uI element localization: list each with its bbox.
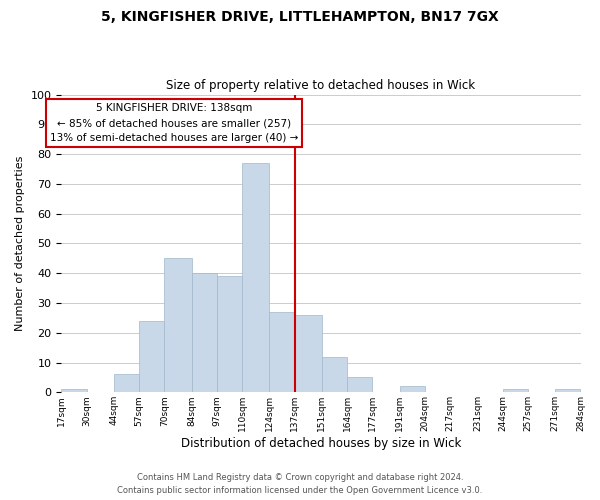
Bar	[191, 273, 217, 392]
Bar	[164, 258, 191, 392]
Bar	[114, 374, 139, 392]
Text: 5 KINGFISHER DRIVE: 138sqm
← 85% of detached houses are smaller (257)
13% of sem: 5 KINGFISHER DRIVE: 138sqm ← 85% of deta…	[50, 104, 298, 143]
X-axis label: Distribution of detached houses by size in Wick: Distribution of detached houses by size …	[181, 437, 461, 450]
Bar	[347, 378, 373, 392]
Bar	[503, 390, 528, 392]
Bar	[242, 163, 269, 392]
Text: Contains HM Land Registry data © Crown copyright and database right 2024.
Contai: Contains HM Land Registry data © Crown c…	[118, 474, 482, 495]
Bar	[555, 390, 580, 392]
Bar	[139, 321, 164, 392]
Bar	[322, 356, 347, 392]
Bar	[61, 390, 86, 392]
Title: Size of property relative to detached houses in Wick: Size of property relative to detached ho…	[166, 79, 475, 92]
Text: 5, KINGFISHER DRIVE, LITTLEHAMPTON, BN17 7GX: 5, KINGFISHER DRIVE, LITTLEHAMPTON, BN17…	[101, 10, 499, 24]
Bar	[400, 386, 425, 392]
Bar	[295, 315, 322, 392]
Bar	[217, 276, 242, 392]
Bar	[269, 312, 295, 392]
Y-axis label: Number of detached properties: Number of detached properties	[15, 156, 25, 331]
